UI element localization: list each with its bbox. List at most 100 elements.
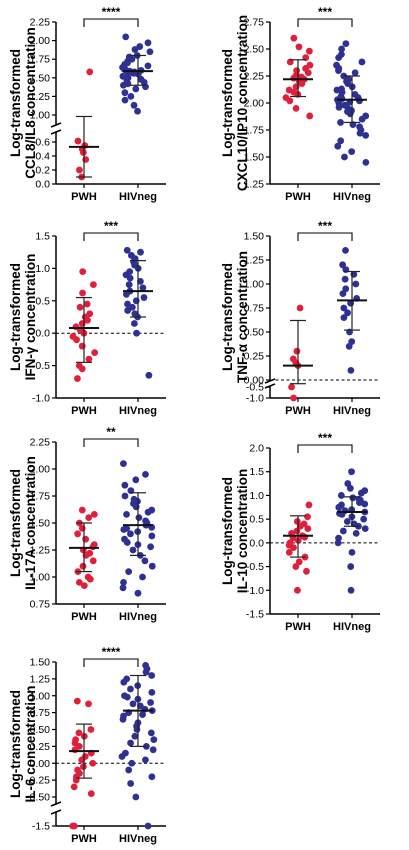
data-point-pwh — [286, 97, 294, 105]
data-point-pwh — [73, 697, 81, 705]
y-tick-label: 1.5 — [249, 466, 264, 478]
data-point-hivneg — [123, 693, 131, 701]
data-point-hivneg — [361, 500, 369, 508]
data-point-hivneg — [125, 766, 133, 774]
data-point-pwh — [294, 586, 301, 594]
data-point-hivneg — [131, 732, 139, 740]
data-point-hivneg — [119, 715, 127, 723]
data-point-pwh — [292, 563, 300, 570]
y-tick-label: 1.0 — [249, 490, 264, 502]
data-point-hivneg — [358, 58, 366, 66]
y-tick-label: -1.5 — [32, 821, 50, 833]
data-point-hivneg — [127, 530, 134, 538]
data-point-hivneg — [343, 518, 351, 525]
data-point-pwh — [306, 112, 314, 120]
data-point-pwh — [71, 746, 79, 754]
y-tick-label: 0.25 — [30, 741, 51, 753]
data-point-pwh — [70, 822, 78, 830]
data-point-hivneg — [118, 753, 126, 760]
y-axis-label: Log-transformed — [8, 469, 23, 577]
axis-break-mark — [264, 378, 276, 384]
data-point-hivneg — [133, 726, 141, 733]
x-category-label: PWH — [71, 405, 97, 417]
y-axis-label: TNF-α concentration — [235, 251, 250, 383]
data-point-hivneg — [356, 499, 363, 506]
data-point-hivneg — [362, 132, 370, 139]
y-axis-label: IL-6 concentration — [23, 685, 38, 802]
x-category-label: HIVneg — [333, 405, 371, 417]
data-point-hivneg — [132, 793, 140, 801]
data-point-hivneg — [147, 729, 155, 737]
data-point-hivneg — [341, 275, 349, 283]
data-point-hivneg — [142, 471, 149, 478]
y-tick-label: 1.50 — [244, 231, 265, 243]
y-tick-label: 2.25 — [244, 71, 265, 83]
data-point-pwh — [80, 582, 88, 590]
data-point-pwh — [285, 548, 293, 556]
data-point-hivneg — [360, 515, 368, 523]
data-point-hivneg — [340, 314, 348, 321]
data-point-hivneg — [127, 685, 134, 693]
data-point-hivneg — [142, 83, 149, 91]
data-point-pwh — [79, 562, 87, 570]
data-point-pwh — [85, 355, 93, 363]
data-point-hivneg — [127, 780, 135, 787]
x-category-label: PWH — [71, 833, 97, 845]
data-point-pwh — [290, 394, 298, 402]
data-point-hivneg — [362, 159, 370, 166]
data-point-hivneg — [121, 96, 129, 104]
data-point-hivneg — [348, 148, 356, 156]
data-point-pwh — [86, 575, 94, 583]
data-point-hivneg — [124, 300, 131, 308]
data-point-hivneg — [145, 371, 153, 379]
y-tick-label: 0.0 — [35, 179, 50, 191]
data-point-hivneg — [339, 290, 347, 297]
data-point-pwh — [79, 268, 87, 276]
data-point-hivneg — [134, 107, 141, 115]
data-point-pwh — [73, 336, 80, 344]
data-point-hivneg — [121, 481, 129, 489]
data-point-pwh — [90, 510, 98, 518]
data-point-hivneg — [126, 274, 134, 282]
data-point-pwh — [290, 544, 297, 551]
y-tick-label: 0.50 — [244, 327, 265, 339]
data-point-hivneg — [120, 678, 128, 686]
significance-stars: ** — [106, 425, 116, 439]
x-category-label: PWH — [285, 621, 311, 633]
data-point-hivneg — [133, 329, 140, 337]
y-tick-label: 2.0 — [249, 443, 264, 455]
y-tick-label: -1.5 — [246, 609, 264, 621]
data-point-hivneg — [144, 508, 152, 516]
data-point-hivneg — [340, 304, 348, 312]
data-point-hivneg — [338, 45, 345, 53]
data-point-hivneg — [347, 586, 355, 594]
data-point-hivneg — [130, 101, 138, 109]
data-point-pwh — [89, 557, 97, 565]
y-tick-label: 0.00 — [30, 758, 51, 770]
significance-stars: *** — [318, 5, 332, 19]
data-point-hivneg — [129, 546, 137, 554]
data-point-pwh — [87, 790, 95, 798]
y-tick-label: 1.5 — [35, 231, 50, 243]
y-tick-label: 2.25 — [30, 437, 51, 449]
y-tick-label: 1.50 — [30, 657, 51, 669]
y-axis-label: Log-transformed — [8, 49, 23, 157]
data-point-pwh — [78, 320, 86, 327]
data-point-hivneg — [139, 711, 146, 719]
x-category-label: HIVneg — [119, 833, 157, 845]
data-point-hivneg — [148, 773, 156, 781]
y-tick-label: 0.6 — [35, 137, 50, 149]
data-point-hivneg — [348, 468, 355, 476]
data-point-hivneg — [123, 510, 130, 518]
data-point-hivneg — [137, 248, 144, 256]
data-point-hivneg — [122, 33, 130, 41]
chart-panel-ccl8: Log-transformed CCL8/IL8 concentration0.0… — [8, 5, 166, 203]
x-category-label: HIVneg — [333, 621, 371, 633]
x-category-label: HIVneg — [333, 191, 371, 203]
data-point-pwh — [296, 304, 304, 312]
y-tick-label: 1.25 — [30, 91, 51, 103]
data-point-hivneg — [125, 568, 133, 575]
y-tick-label: 0.00 — [244, 375, 265, 387]
data-point-hivneg — [358, 115, 366, 123]
data-point-hivneg — [132, 476, 140, 484]
